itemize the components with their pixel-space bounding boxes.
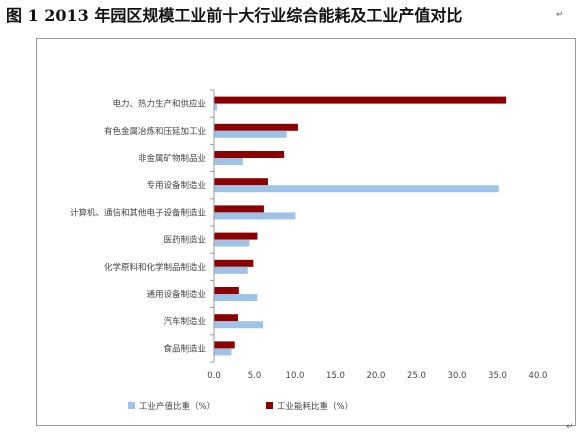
bar-energy-share <box>214 287 239 294</box>
bar-energy-share <box>214 232 258 240</box>
legend-label: 工业产值比重（%） <box>139 401 215 412</box>
category-label: 计算机、通信和其他电子设备制造业 <box>70 207 206 218</box>
x-tick-label: 25.0 <box>407 371 426 381</box>
bar-output-share <box>214 348 232 356</box>
category-label: 汽车制造业 <box>163 316 206 327</box>
bar-energy-share <box>214 205 264 213</box>
bar-output-share <box>214 266 248 274</box>
paragraph-mark: ↵ <box>556 10 564 20</box>
x-tick-label: 0.0 <box>207 371 221 381</box>
bar-energy-share <box>214 123 298 131</box>
bar-output-share <box>214 103 217 111</box>
bar-energy-share <box>214 259 254 267</box>
bar-energy-share <box>214 96 507 104</box>
bar-output-share <box>214 185 499 193</box>
bar-output-share <box>214 212 296 220</box>
paragraph-mark-bottom: ↵ <box>566 422 574 432</box>
bar-energy-share <box>214 341 235 349</box>
bar-energy-share <box>214 151 285 158</box>
category-label: 有色金属冶炼和压延加工业 <box>104 126 206 137</box>
x-tick-label: 30.0 <box>448 371 467 381</box>
x-tick-label: 35.0 <box>488 371 507 381</box>
x-tick-label: 10.0 <box>286 371 305 381</box>
bar-output-share <box>214 321 264 329</box>
category-label: 电力、热力生产和供应业 <box>112 99 206 110</box>
bar-output-share <box>214 294 258 301</box>
legend-label: 工业能耗比重（%） <box>277 401 353 412</box>
category-label: 化学原料和化学制品制造业 <box>104 262 206 273</box>
bar-energy-share <box>214 178 268 186</box>
bar-output-share <box>214 130 287 138</box>
legend-swatch <box>266 402 273 409</box>
category-label: 通用设备制造业 <box>146 289 206 300</box>
category-label: 医药制造业 <box>163 235 206 246</box>
x-tick-label: 15.0 <box>326 371 345 381</box>
x-tick-label: 5.0 <box>248 371 262 381</box>
bar-output-share <box>214 239 250 247</box>
category-label: 非金属矿物制品业 <box>138 153 206 164</box>
category-label: 食品制造业 <box>163 343 206 354</box>
x-tick-label: 40.0 <box>529 371 548 381</box>
x-tick-label: 20.0 <box>367 371 386 381</box>
chart-title: 图 1 2013 年园区规模工业前十大行业综合能耗及工业产值对比 <box>6 6 463 25</box>
bar-energy-share <box>214 314 238 322</box>
bar-output-share <box>214 158 243 165</box>
legend-swatch <box>128 402 135 409</box>
category-label: 专用设备制造业 <box>146 180 206 191</box>
